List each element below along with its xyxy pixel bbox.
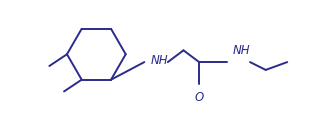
- Text: NH: NH: [232, 44, 250, 57]
- Text: NH: NH: [150, 54, 168, 67]
- Text: O: O: [195, 91, 204, 104]
